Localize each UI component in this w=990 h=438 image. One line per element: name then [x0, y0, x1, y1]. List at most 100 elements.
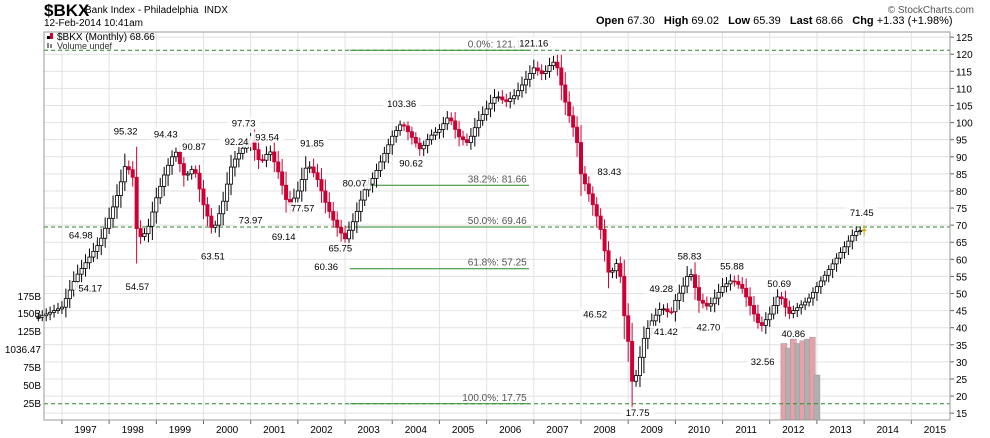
candle-body [52, 310, 57, 313]
candle-body [602, 229, 607, 252]
price-label-bg [593, 166, 626, 178]
y-tick-label: 125 [956, 33, 973, 44]
candle-body [327, 201, 332, 212]
candle-body [858, 230, 863, 233]
price-label: 63.51 [201, 251, 225, 262]
x-tick-label: 2012 [782, 425, 805, 436]
candle-body [87, 256, 92, 264]
candle-body [810, 291, 815, 299]
price-label-bg [338, 177, 371, 189]
price-label-bg [227, 117, 260, 129]
candle-body [767, 313, 772, 321]
candle-body [284, 184, 289, 200]
candle-body [272, 151, 277, 163]
candle-body [55, 308, 60, 312]
candle-body [716, 291, 721, 299]
candle-body [374, 170, 379, 179]
chg-label: Chg [852, 15, 874, 27]
fib-label: 61.8%: 57.25 [468, 258, 527, 269]
candle-body [791, 310, 796, 314]
volume-bars [780, 336, 821, 421]
candle-body [610, 270, 615, 273]
candle-body [575, 126, 580, 143]
candle-body [531, 67, 536, 74]
candle-body [728, 280, 733, 285]
y-tick-label: 100 [956, 119, 973, 130]
candle-body [307, 166, 312, 169]
price-label-bg [74, 282, 107, 294]
candle-body [763, 319, 768, 326]
candle-body [578, 142, 583, 175]
index-name: Bank Index - Philadelphia INDX [85, 5, 228, 16]
index-name-text: Bank Index - Philadelphia [85, 5, 199, 16]
candle-body [425, 139, 430, 146]
price-label: 80.07 [343, 179, 367, 190]
candle-body [744, 287, 749, 298]
y-tick-label: 90 [956, 153, 968, 164]
candle-body [111, 206, 116, 219]
candle-body [689, 274, 694, 277]
candle-body [185, 173, 190, 176]
candle-body [59, 306, 64, 310]
candle-body [488, 102, 493, 110]
candle-body [103, 227, 108, 239]
price-label-bg [267, 231, 300, 243]
y-tick-label: 75 [956, 204, 968, 215]
candle-body [107, 217, 112, 229]
price-label: 49.28 [649, 284, 673, 295]
candle-body [398, 124, 403, 131]
candle-body [429, 134, 434, 141]
price-label-bg [296, 137, 329, 149]
y-tick-label: 25 [956, 375, 968, 386]
candle-body [48, 311, 53, 315]
candle-body [799, 304, 804, 309]
price-label: 54.57 [126, 282, 150, 293]
candle-body [704, 302, 709, 307]
y-tick-label: 80 [956, 187, 968, 198]
candle-body [594, 204, 599, 217]
candle-body [807, 297, 812, 303]
candle-body [225, 183, 230, 202]
volume-tick-label: 175B [18, 292, 42, 303]
candle-body [331, 211, 336, 221]
candle-body [197, 172, 202, 190]
price-label-bg [692, 321, 725, 333]
price-label-bg [746, 356, 779, 368]
x-tick-label: 2001 [263, 425, 286, 436]
candle-body [319, 179, 324, 192]
candle-body [75, 273, 80, 282]
candle-body [496, 96, 501, 99]
candle-body [685, 276, 690, 287]
price-label: 55.88 [720, 261, 744, 272]
candle-body [99, 237, 104, 247]
price-legend-icon-red [50, 33, 53, 39]
price-label-bg [763, 278, 796, 290]
volume-tick-label: 25B [23, 399, 41, 410]
candle-body [653, 314, 658, 322]
candle-body [614, 263, 619, 272]
candle-body [535, 67, 540, 72]
price-label: 121.16 [519, 38, 548, 49]
quote-summary: Open 67.30 High 69.02 Low 65.39 Last 68.… [596, 15, 953, 27]
price-label: 54.17 [78, 283, 102, 294]
volume-tick-label: 125B [18, 327, 42, 338]
candle-body [166, 164, 171, 176]
candle-body [547, 65, 552, 72]
price-label: 92.24 [225, 137, 249, 148]
candle-body [382, 152, 387, 163]
candle-body [677, 292, 682, 301]
candle-body [339, 227, 344, 234]
y-tick-label: 30 [956, 358, 968, 369]
candle-body [606, 250, 611, 273]
candle-body [162, 174, 167, 187]
candle-body [586, 183, 591, 195]
price-label: 97.73 [232, 118, 256, 129]
price-label: 94.43 [154, 130, 178, 141]
candle-body [669, 311, 674, 314]
candle-body [759, 322, 764, 326]
x-axis: 1997 1998 1999 2000 2001 2002 2003 2004 2005 2006… [61, 420, 946, 436]
chg-value: +1.33 (+1.98%) [876, 15, 953, 27]
x-tick-label: 2004 [405, 425, 428, 436]
price-label-bg [121, 280, 154, 292]
candle-body [44, 313, 49, 317]
